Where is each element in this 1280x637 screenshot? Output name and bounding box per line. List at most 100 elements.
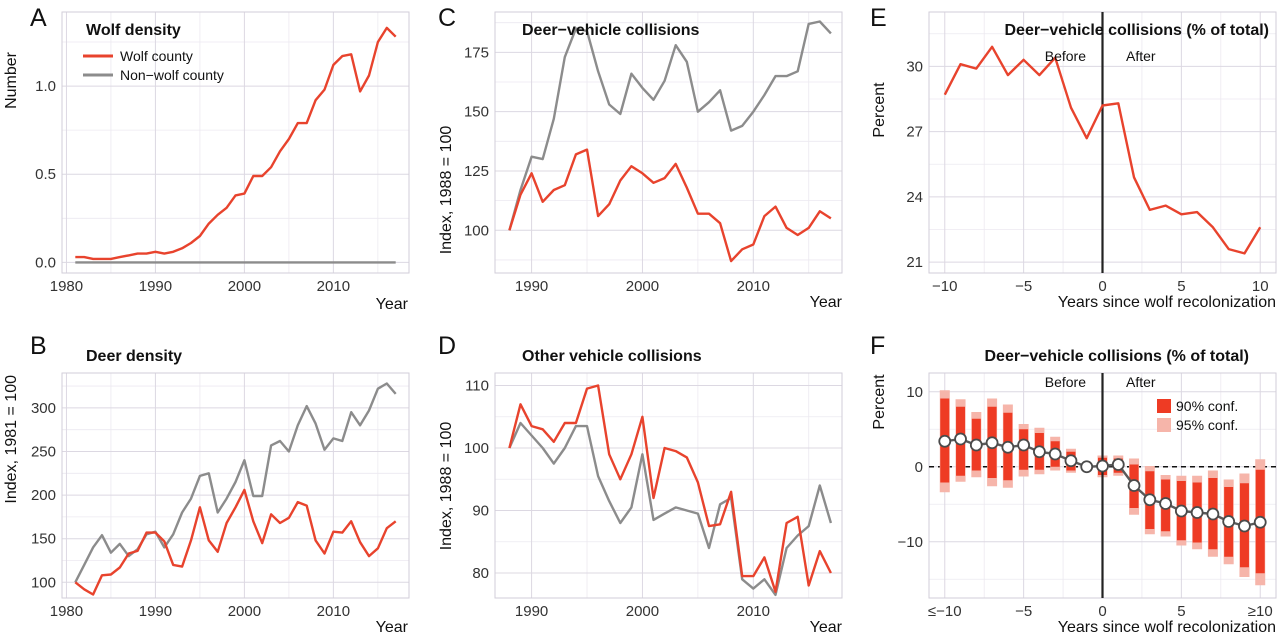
- x-tick-label: 5: [1177, 603, 1185, 620]
- y-tick-label: 24: [906, 189, 923, 206]
- legend: Wolf county Non−wolf county: [83, 48, 224, 83]
- panel-letter: E: [870, 4, 887, 32]
- y-tick-label: 200: [31, 487, 56, 504]
- x-tick-label: 1990: [515, 603, 548, 620]
- panel-title: Deer−vehicle collisions: [522, 22, 700, 39]
- legend-label-ci90: 90% conf.: [1176, 398, 1238, 414]
- x-tick-label: 5: [1177, 278, 1185, 295]
- estimate-point: [1111, 458, 1125, 471]
- x-tick-label: ≥10: [1248, 603, 1273, 620]
- panel-letter: F: [870, 332, 885, 360]
- series-line-wolf: [508, 148, 832, 263]
- panel-letter: B: [30, 332, 47, 360]
- plot-frame: [494, 11, 843, 274]
- after-label: After: [1126, 374, 1156, 390]
- series-line-nonwolf: [74, 382, 397, 583]
- plot-frame: [494, 372, 843, 599]
- panel-title: Wolf density: [86, 22, 181, 39]
- x-tick-label: 1990: [139, 278, 172, 295]
- x-tick-label: 2010: [317, 603, 350, 620]
- y-tick-label: 0: [915, 459, 923, 476]
- panel-d: D Other vehicle collisions Year Index, 1…: [438, 332, 843, 636]
- plot-frame: [61, 11, 410, 274]
- panel-a: A Wolf density Year Number Wolf county N…: [3, 4, 409, 313]
- y-axis-label: Index, 1981 = 100: [3, 375, 20, 504]
- y-axis-label: Index, 1988 = 100: [438, 422, 455, 551]
- estimate-point: [1238, 519, 1251, 533]
- x-axis-label: Year: [376, 296, 409, 313]
- x-tick-label: 0: [1098, 278, 1106, 295]
- x-tick-label: 2000: [228, 278, 261, 295]
- y-tick-label: 90: [472, 503, 489, 520]
- after-label: After: [1126, 48, 1156, 64]
- x-tick-label: 2010: [737, 603, 770, 620]
- plot-frame: [61, 372, 410, 599]
- estimate-point: [1253, 515, 1267, 529]
- x-tick-label: 1980: [50, 603, 83, 620]
- y-tick-label: 1.0: [35, 78, 56, 95]
- y-tick-label: 150: [31, 531, 56, 548]
- y-tick-label: 100: [464, 440, 489, 457]
- x-axis-label: Years since wolf recolonization: [1058, 294, 1276, 311]
- series-line-wolf: [508, 384, 832, 593]
- x-tick-label: 2000: [228, 603, 261, 620]
- y-tick-label: 10: [906, 384, 923, 401]
- estimate-point: [1222, 515, 1236, 528]
- y-tick-label: 250: [31, 443, 56, 460]
- y-tick-label: −10: [898, 534, 923, 551]
- estimate-point: [1048, 447, 1062, 461]
- x-tick-label: 0: [1098, 603, 1106, 620]
- plot-area-f: ≤−10 −5 0 5 ≥10 −10 0 10: [898, 372, 1277, 620]
- y-tick-label: 0.5: [35, 166, 56, 183]
- y-tick-label: 175: [464, 44, 489, 61]
- estimate-point: [1174, 504, 1188, 518]
- y-tick-label: 110: [465, 378, 489, 395]
- legend-label-ci95: 95% conf.: [1176, 417, 1238, 433]
- panel-title: Deer−vehicle collisions (% of total): [984, 348, 1249, 365]
- estimate-point: [1033, 445, 1046, 459]
- y-axis-label: Index, 1988 = 100: [438, 126, 455, 255]
- series-line-wolf: [75, 26, 397, 261]
- y-tick-label: 100: [464, 222, 489, 239]
- x-tick-label: 1990: [139, 603, 172, 620]
- y-tick-label: 0.0: [35, 254, 56, 271]
- panel-c: C Deer−vehicle collisions Year Index, 19…: [438, 4, 843, 311]
- panel-title: Deer density: [86, 348, 182, 365]
- x-tick-label: 1990: [515, 278, 548, 295]
- y-tick-label: 100: [31, 574, 56, 591]
- y-tick-label: 125: [464, 163, 489, 180]
- before-label: Before: [1045, 48, 1086, 64]
- legend-swatch-ci95: [1157, 418, 1171, 432]
- estimate-point: [1190, 506, 1204, 519]
- y-axis-label: Percent: [871, 374, 888, 430]
- panel-letter: A: [30, 4, 47, 32]
- legend-label-nonwolf: Non−wolf county: [120, 67, 224, 83]
- panel-e: E Deer−vehicle collisions (% of total) Y…: [870, 4, 1276, 311]
- estimate-point: [1001, 440, 1015, 454]
- estimate-point: [985, 436, 999, 450]
- y-tick-label: 27: [906, 124, 923, 141]
- estimate-point: [938, 434, 952, 448]
- x-tick-label: −10: [932, 278, 957, 295]
- panel-b: B Deer density Year Index, 1981 = 100: [3, 332, 409, 636]
- x-tick-label: 1980: [50, 278, 83, 295]
- panel-letter: D: [438, 332, 456, 360]
- legend: 90% conf. 95% conf.: [1157, 398, 1238, 433]
- x-tick-label: 10: [1252, 278, 1269, 295]
- panel-title: Other vehicle collisions: [522, 348, 702, 365]
- estimate-point: [1143, 493, 1157, 507]
- panel-f: F Deer−vehicle collisions (% of total) Y…: [870, 332, 1276, 636]
- series-line-wolf: [74, 488, 397, 596]
- plot-area-d: 1990 2000 2010 80 90 100 110: [464, 372, 843, 620]
- estimate-point: [969, 438, 983, 452]
- estimate-point: [954, 432, 967, 446]
- y-tick-label: 150: [464, 104, 489, 121]
- plot-area-b: 1980 1990 2000 2010 100 150 200 250 300: [31, 372, 410, 620]
- x-axis-label: Year: [810, 619, 843, 636]
- estimate-point: [1096, 459, 1109, 473]
- legend-label-wolf: Wolf county: [120, 48, 193, 64]
- series-line-nonwolf: [508, 20, 832, 231]
- plot-area-c: 1990 2000 2010 100 125 150 175: [464, 11, 843, 295]
- estimate-point: [1206, 507, 1220, 521]
